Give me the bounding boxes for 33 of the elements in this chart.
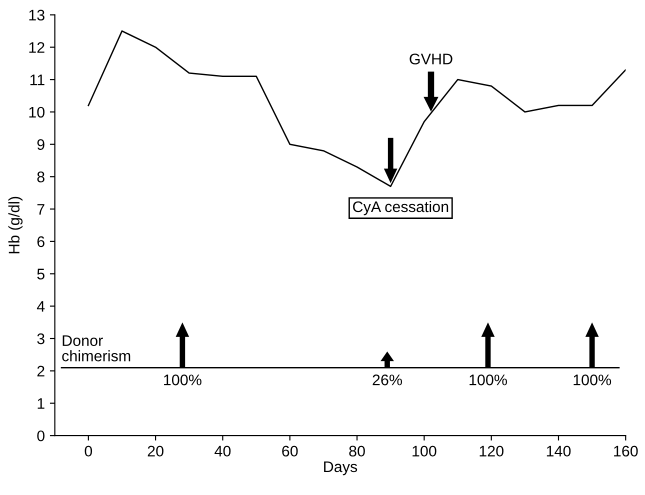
- y-tick-label: 2: [37, 366, 44, 376]
- x-tick-label: 100: [412, 446, 436, 457]
- y-tick-label: 10: [29, 106, 45, 118]
- line-series: [88, 30, 626, 188]
- y-tick-label: 7: [37, 204, 44, 215]
- x-tick-label: 40: [214, 446, 231, 457]
- y-tick-label: 11: [30, 74, 44, 86]
- x-tick-label: 120: [480, 446, 504, 457]
- x-tick-label: 160: [614, 446, 638, 457]
- x-tick-label: 0: [84, 446, 92, 457]
- y-tick-label: 12: [29, 42, 44, 53]
- annotation: 100%: [164, 374, 202, 386]
- y-tick-label: 0: [37, 430, 45, 442]
- annotation: CyA cessation: [353, 200, 448, 216]
- y-tick-label: 13: [29, 10, 44, 21]
- x-tick-label: 20: [148, 446, 164, 457]
- y-axis-title: Hb (g/dl): [8, 196, 23, 254]
- y-tick-label: 8: [37, 172, 44, 182]
- annotation: 100%: [574, 374, 612, 386]
- annotation: 26%: [372, 374, 402, 386]
- x-axis-title: Days: [324, 462, 358, 476]
- y-tick-label: 6: [37, 236, 44, 248]
- y-tick-label: 9: [37, 139, 44, 150]
- x-tick-label: 60: [282, 446, 298, 457]
- y-tick-label: 4: [36, 301, 45, 312]
- x-tick-label: 140: [546, 446, 571, 457]
- y-tick-label: 5: [37, 268, 44, 280]
- y-tick-label: 1: [38, 398, 44, 409]
- annotation: 100%: [470, 374, 507, 386]
- ref-line-label: Donor chimerism: [62, 335, 130, 362]
- y-tick-label: 3: [37, 333, 44, 344]
- x-tick-label: 80: [349, 446, 365, 457]
- annotation: GVHD: [410, 54, 452, 64]
